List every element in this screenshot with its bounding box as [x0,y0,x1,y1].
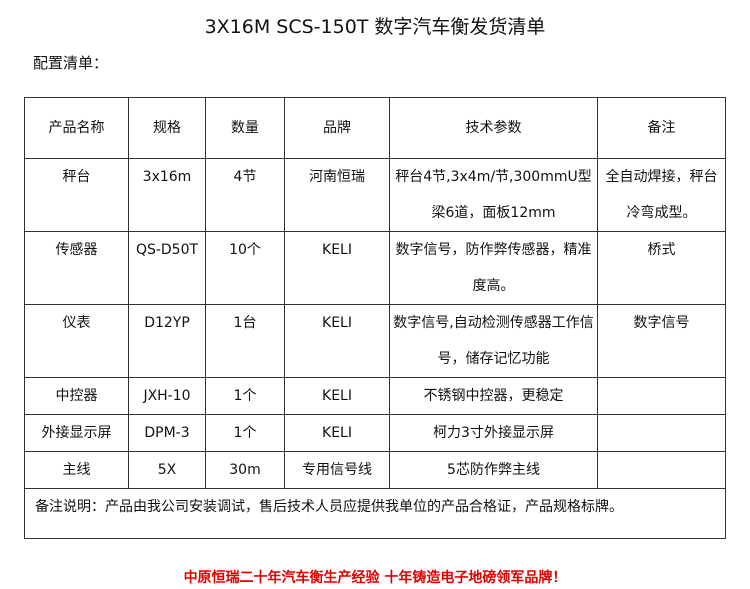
header-cell: 规格 [128,97,206,159]
header-cell: 技术参数 [389,97,598,159]
header-cell: 品牌 [284,97,390,159]
document-title: 3X16M SCS-150T 数字汽车衡发货清单 [204,16,546,38]
cell: 1个 [205,414,285,452]
cell: 数字信号，防作弊传感器，精准度高。 [389,231,598,305]
table-row: 中控器 JXH-10 1个 KELI 不锈钢中控器，更稳定 [24,377,726,415]
cell: 仪表 [24,304,129,378]
table-row: 秤台 3x16m 4节 河南恒瑞 秤台4节,3x4m/节,300mmU型梁6道，面板12… [24,158,726,232]
cell: 桥式 [597,231,726,305]
cell: 外接显示屏 [24,414,129,452]
cell: 专用信号线 [284,451,390,489]
cell: KELI [284,231,390,305]
cell: 10个 [205,231,285,305]
shipping-list-table: 产品名称 规格 数量 品牌 技术参数 备注 秤台 3x16m 4节 河南恒瑞 秤台4节,… [24,97,726,539]
cell: 河南恒瑞 [284,158,390,232]
cell: 柯力3寸外接显示屏 [389,414,598,452]
cell: 秤台 [24,158,129,232]
cell: 数字信号,自动检测传感器工作信号，储存记忆功能 [389,304,598,378]
cell: 传感器 [24,231,129,305]
cell [597,377,726,415]
header-cell: 数量 [205,97,285,159]
cell: 主线 [24,451,129,489]
table-row: 传感器 QS-D50T 10个 KELI 数字信号，防作弊传感器，精准度高。 桥式 [24,231,726,305]
cell: 5芯防作弊主线 [389,451,598,489]
note-row: 备注说明：产品由我公司安装调试，售后技术人员应提供我单位的产品合格证，产品规格标… [24,488,726,539]
cell: 不锈钢中控器，更稳定 [389,377,598,415]
table-row: 主线 5X 30m 专用信号线 5芯防作弊主线 [24,451,726,489]
table-row: 外接显示屏 DPM-3 1个 KELI 柯力3寸外接显示屏 [24,414,726,452]
note-text: 备注说明：产品由我公司安装调试，售后技术人员应提供我单位的产品合格证，产品规格标… [24,488,726,539]
cell: DPM-3 [128,414,206,452]
cell: 全自动焊接，秤台冷弯成型。 [597,158,726,232]
cell: 1个 [205,377,285,415]
cell [597,451,726,489]
header-cell: 备注 [597,97,726,159]
config-list-label: 配置清单： [33,54,109,72]
cell: D12YP [128,304,206,378]
table-row: 仪表 D12YP 1台 KELI 数字信号,自动检测传感器工作信号，储存记忆功能 数字信号 [24,304,726,378]
cell: KELI [284,304,390,378]
cell: QS-D50T [128,231,206,305]
cell: 4节 [205,158,285,232]
cell: 1台 [205,304,285,378]
slogan: 中原恒瑞二十年汽车衡生产经验 十年铸造电子地磅领军品牌！ [183,570,567,586]
cell: 30m [205,451,285,489]
cell: 3x16m [128,158,206,232]
cell: 5X [128,451,206,489]
cell: KELI [284,377,390,415]
table-header-row: 产品名称 规格 数量 品牌 技术参数 备注 [24,97,726,159]
cell: KELI [284,414,390,452]
cell: 秤台4节,3x4m/节,300mmU型梁6道，面板12mm [389,158,598,232]
header-cell: 产品名称 [24,97,129,159]
cell: 中控器 [24,377,129,415]
cell: 数字信号 [597,304,726,378]
cell [597,414,726,452]
cell: JXH-10 [128,377,206,415]
